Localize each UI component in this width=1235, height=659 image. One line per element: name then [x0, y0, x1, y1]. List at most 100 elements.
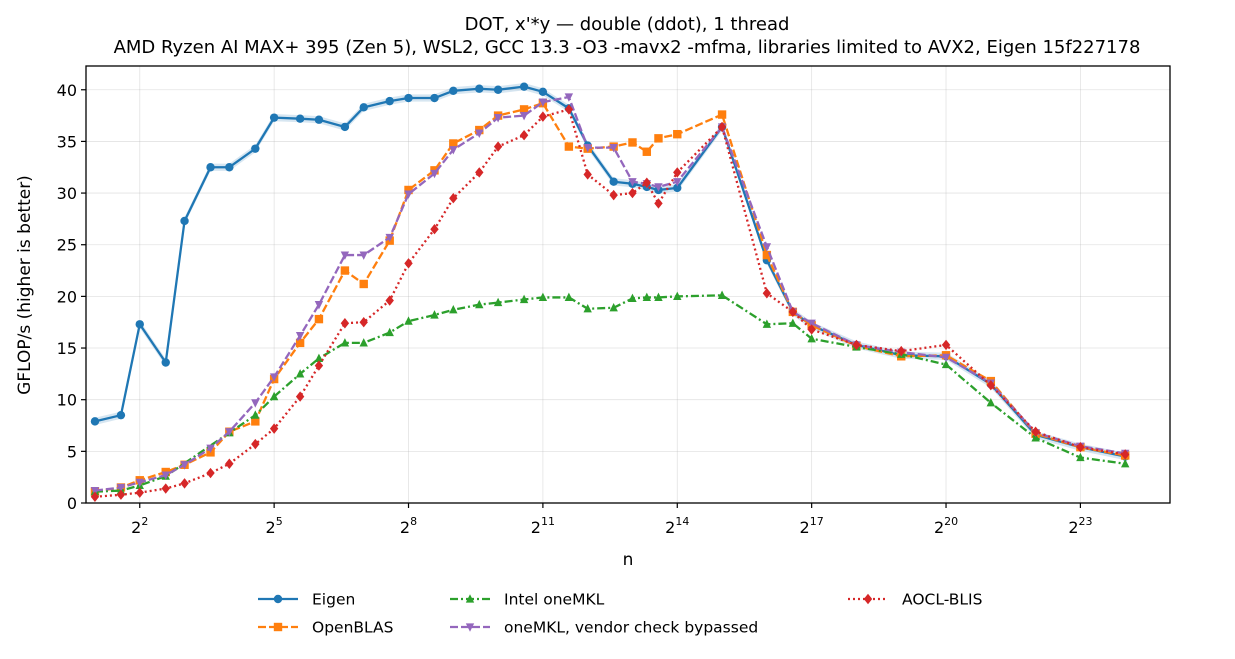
data-point — [430, 169, 439, 179]
data-point — [449, 193, 458, 204]
data-point — [269, 391, 279, 401]
y-tick-label: 5 — [67, 442, 77, 461]
data-point — [628, 178, 637, 187]
y-tick-label: 40 — [57, 81, 77, 100]
x-tick-exponent: 2 — [141, 515, 148, 528]
data-point — [90, 491, 100, 503]
x-tick-exponent: 14 — [675, 515, 689, 528]
data-point — [340, 266, 350, 275]
data-point — [673, 167, 682, 178]
data-point — [206, 163, 215, 172]
data-point — [251, 410, 260, 419]
data-point — [251, 399, 260, 408]
y-tick-label: 10 — [57, 391, 77, 410]
data-point — [269, 373, 279, 382]
y-tick-label: 35 — [57, 132, 77, 151]
data-point — [609, 144, 618, 153]
data-point — [564, 292, 574, 302]
data-point — [941, 359, 951, 369]
data-point — [385, 233, 394, 243]
legend-marker — [465, 594, 475, 603]
x-tick-exponent: 23 — [1079, 515, 1093, 528]
x-tick-exponent: 17 — [810, 515, 824, 528]
data-point — [1031, 426, 1040, 437]
data-point — [180, 461, 189, 470]
data-point — [642, 177, 652, 188]
x-tick-label: 217 — [800, 515, 824, 537]
x-tick-exponent: 11 — [541, 515, 555, 528]
x-tick-base: 2 — [934, 518, 944, 537]
data-point — [1076, 442, 1085, 453]
eigen-spread-band — [94, 83, 1126, 461]
data-point — [852, 339, 861, 351]
legend-label: Eigen — [312, 591, 355, 609]
confidence-band — [94, 83, 1126, 461]
data-point — [941, 339, 951, 351]
data-point — [340, 338, 350, 347]
x-tick-label: 28 — [400, 515, 417, 537]
data-point — [519, 111, 529, 121]
data-point — [673, 129, 682, 139]
data-point — [404, 190, 413, 199]
data-point — [788, 318, 798, 327]
legend-label: oneMKL, vendor check bypassed — [504, 619, 758, 637]
data-point — [628, 138, 637, 147]
data-point — [225, 458, 234, 469]
legend-entry: oneMKL, vendor check bypassed — [450, 619, 758, 637]
data-point — [90, 487, 100, 496]
data-point — [295, 391, 305, 402]
data-point — [385, 295, 394, 306]
data-point — [564, 142, 574, 151]
x-tick-label: 223 — [1068, 515, 1092, 537]
data-point — [251, 438, 260, 450]
x-axis-label: n — [623, 550, 634, 570]
data-point — [475, 84, 484, 93]
data-point — [609, 302, 618, 312]
data-point — [314, 301, 324, 310]
y-tick-label: 0 — [67, 494, 77, 513]
legend-entry: Intel oneMKL — [450, 591, 605, 609]
data-point — [538, 98, 548, 107]
data-point — [161, 483, 170, 494]
data-point — [519, 82, 529, 91]
x-tick-base: 2 — [531, 518, 541, 537]
x-tick-label: 214 — [665, 515, 689, 537]
data-point — [116, 410, 126, 420]
data-point — [807, 333, 816, 343]
data-point — [654, 134, 663, 143]
data-point — [314, 115, 324, 124]
x-tick-base: 2 — [400, 518, 410, 537]
data-point — [538, 111, 548, 122]
data-point — [717, 290, 727, 299]
y-tick-label: 25 — [57, 236, 77, 255]
x-tick-base: 2 — [1068, 518, 1078, 537]
y-axis-ticks: 0 5 10 15 20 25 30 35 40 — [57, 81, 86, 513]
data-point — [475, 167, 484, 178]
data-point — [206, 467, 215, 479]
data-point — [493, 114, 503, 123]
y-tick-label: 20 — [57, 287, 77, 306]
data-point — [564, 104, 574, 115]
data-point — [340, 122, 350, 132]
data-point — [493, 297, 503, 307]
data-point — [1076, 452, 1085, 462]
data-point — [430, 93, 439, 103]
data-point — [654, 292, 663, 302]
data-point — [807, 324, 816, 335]
y-tick-label: 15 — [57, 339, 77, 358]
x-tick-base: 2 — [131, 518, 141, 537]
series-line — [94, 85, 1126, 458]
data-point — [654, 198, 663, 209]
data-point — [519, 130, 529, 141]
legend-label: OpenBLAS — [312, 619, 393, 637]
data-point — [404, 185, 413, 195]
data-point — [673, 291, 682, 300]
data-point — [404, 316, 413, 325]
data-point — [986, 380, 996, 391]
data-point — [161, 358, 170, 367]
data-point — [519, 105, 529, 114]
x-axis-ticks: 22 25 28 211 214 217 220 223 — [131, 503, 1093, 537]
grid-lines — [86, 66, 1170, 504]
data-point — [135, 320, 144, 329]
data-point — [385, 96, 394, 106]
